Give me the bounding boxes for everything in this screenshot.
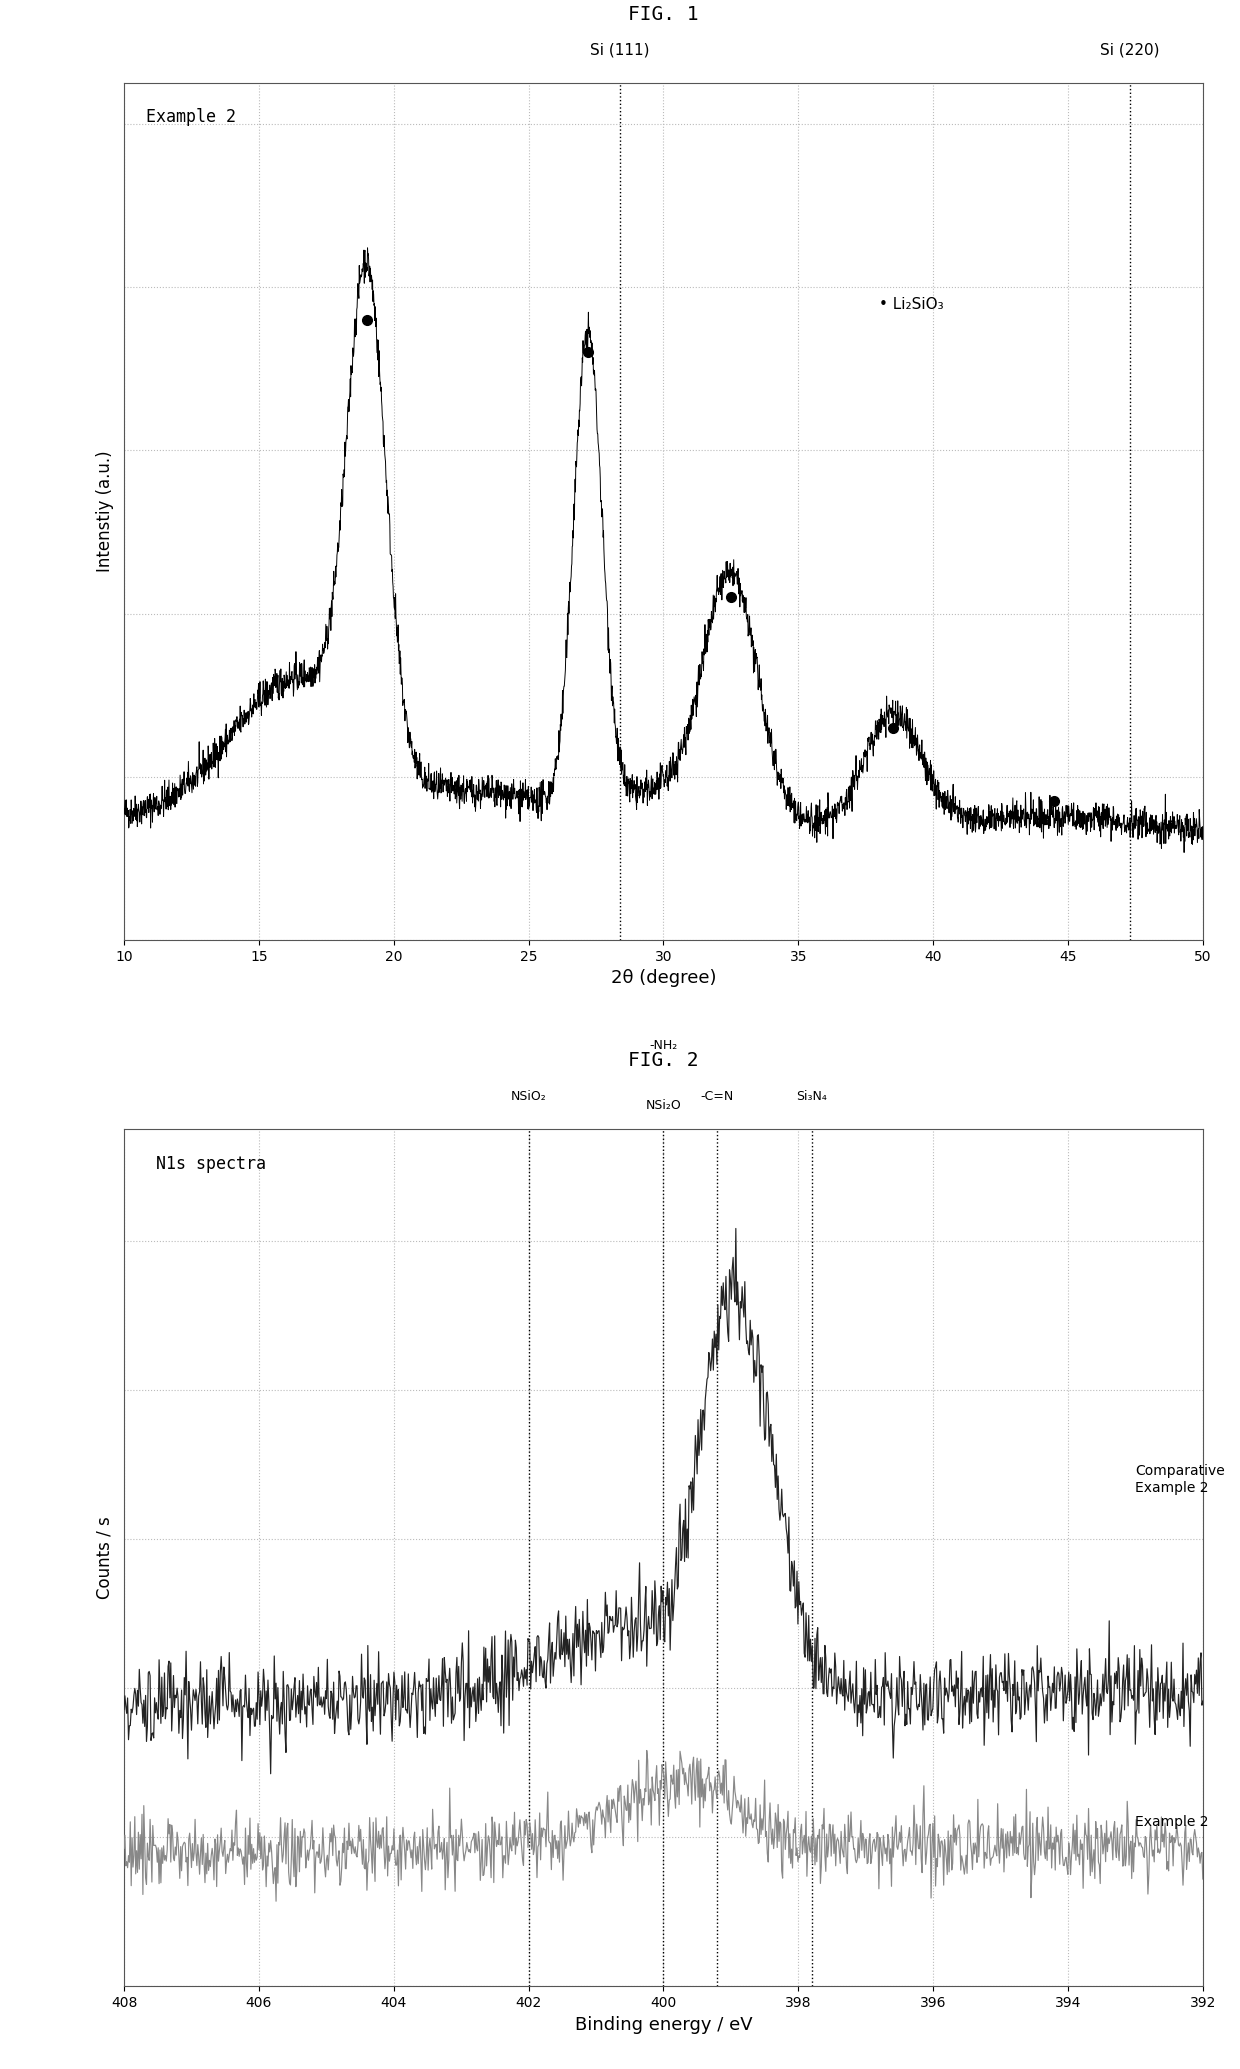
Title: FIG. 2: FIG. 2 <box>629 1051 698 1070</box>
Text: -C=N: -C=N <box>701 1090 734 1103</box>
Text: Example 2: Example 2 <box>1136 1815 1209 1829</box>
X-axis label: Binding energy / eV: Binding energy / eV <box>574 2015 753 2034</box>
Title: FIG. 1: FIG. 1 <box>629 6 698 25</box>
Text: Comparative
Example 2: Comparative Example 2 <box>1136 1463 1225 1496</box>
Y-axis label: Counts / s: Counts / s <box>95 1517 114 1599</box>
Text: • Li₂SiO₃: • Li₂SiO₃ <box>879 298 944 312</box>
Text: NSiO₂: NSiO₂ <box>511 1090 547 1103</box>
Text: Example 2: Example 2 <box>145 108 236 126</box>
Text: Si (220): Si (220) <box>1100 41 1159 58</box>
Text: NSi₂O: NSi₂O <box>646 1099 681 1111</box>
X-axis label: 2θ (degree): 2θ (degree) <box>610 970 717 987</box>
Text: N1s spectra: N1s spectra <box>156 1155 267 1173</box>
Text: Si₃N₄: Si₃N₄ <box>796 1090 827 1103</box>
Text: Si (111): Si (111) <box>590 41 650 58</box>
Y-axis label: Intenstiy (a.u.): Intenstiy (a.u.) <box>95 451 114 573</box>
Text: -NH₂: -NH₂ <box>650 1039 677 1051</box>
